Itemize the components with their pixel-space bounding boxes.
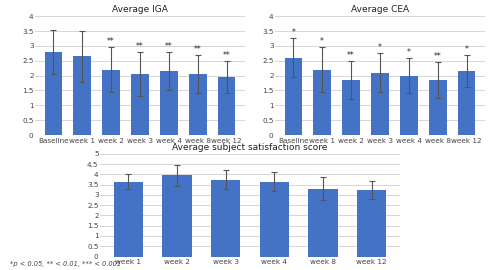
Bar (102, 70, 120, 135)
Bar (372, 73, 388, 135)
Bar (314, 70, 331, 135)
Text: *: * (407, 48, 411, 57)
Text: **: ** (136, 42, 144, 51)
Bar (189, 74, 206, 135)
Bar (132, 74, 148, 135)
Text: **: ** (194, 45, 202, 54)
Bar (284, 58, 302, 135)
Text: *p < 0.05, ** < 0.01, *** < 0.001: *p < 0.05, ** < 0.01, *** < 0.001 (10, 261, 121, 267)
Bar (357, 190, 386, 256)
Bar (162, 176, 192, 256)
Text: **: ** (165, 42, 173, 51)
Bar (211, 180, 240, 256)
Bar (114, 182, 143, 256)
Bar (160, 71, 178, 135)
Text: **: ** (223, 50, 230, 60)
Bar (260, 182, 289, 256)
Title: Average CEA: Average CEA (351, 5, 409, 14)
Title: Average subject satisfaction score: Average subject satisfaction score (172, 143, 328, 152)
Bar (74, 56, 91, 135)
Bar (458, 71, 475, 135)
Text: *: * (378, 43, 382, 52)
Bar (308, 189, 338, 256)
Title: Average IGA: Average IGA (112, 5, 168, 14)
Bar (44, 52, 62, 135)
Bar (342, 80, 360, 135)
Text: **: ** (434, 52, 442, 61)
Text: *: * (465, 45, 468, 54)
Text: *: * (320, 37, 324, 46)
Text: **: ** (347, 50, 355, 60)
Bar (429, 80, 446, 135)
Text: **: ** (107, 37, 115, 46)
Text: *: * (292, 28, 295, 37)
Bar (400, 76, 417, 135)
Bar (218, 77, 236, 135)
